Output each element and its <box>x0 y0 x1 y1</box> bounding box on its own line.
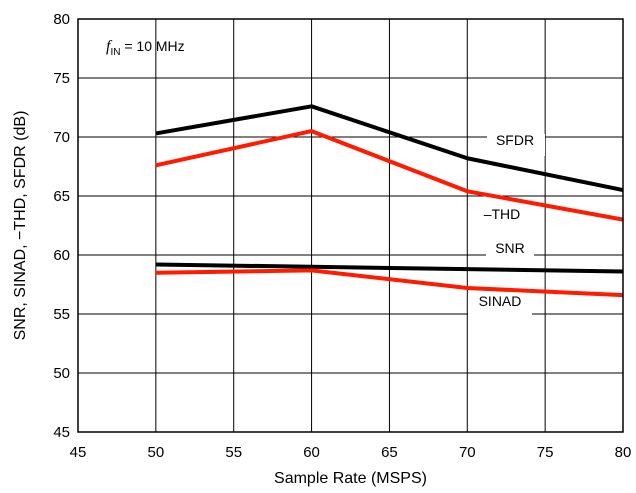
y-tick-label: 45 <box>53 424 70 441</box>
series-label-bg <box>487 134 545 156</box>
fin-symbol: f <box>106 38 113 55</box>
plot-frame <box>77 18 624 433</box>
x-axis-title: Sample Rate (MSPS) <box>274 470 427 487</box>
y-tick-label: 50 <box>53 365 70 382</box>
series-label: –THD <box>484 206 521 222</box>
series-label: SINAD <box>479 293 522 309</box>
series-label-bg <box>474 207 530 229</box>
series-line-snr <box>155 262 624 274</box>
x-tick-label: 55 <box>225 444 242 461</box>
x-tick-label: 50 <box>148 444 165 461</box>
x-tick-labels: 45 50 55 60 65 70 75 80 <box>70 444 632 461</box>
y-tick-label: 80 <box>53 11 70 28</box>
series-label: SFDR <box>496 132 534 148</box>
series-labels: SFDR –THD SNR SINAD <box>468 132 545 317</box>
x-tick-label: 75 <box>537 444 554 461</box>
series-line-thd <box>155 129 624 222</box>
y-tick-label: 55 <box>53 306 70 323</box>
y-tick-labels: 45 50 55 60 65 70 75 80 <box>53 11 70 441</box>
fin-annotation: fIN = 10 MHz <box>106 38 185 58</box>
y-tick-label: 65 <box>53 188 70 205</box>
series-label-bg <box>486 242 534 264</box>
series-label: SNR <box>495 240 525 256</box>
fin-value: = 10 MHz <box>120 38 184 54</box>
series-label-bg <box>468 295 532 317</box>
y-tick-label: 60 <box>53 247 70 264</box>
x-tick-label: 70 <box>459 444 476 461</box>
x-tick-label: 60 <box>303 444 320 461</box>
fin-subscript: IN <box>110 47 120 58</box>
x-tick-label: 65 <box>381 444 398 461</box>
x-tick-label: 80 <box>615 444 632 461</box>
y-axis-title: SNR, SINAD, −THD, SFDR (dB) <box>12 111 29 341</box>
series-line-sfdr <box>155 104 624 193</box>
y-tick-label: 70 <box>53 129 70 146</box>
y-tick-label: 75 <box>53 70 70 87</box>
grid <box>77 18 624 433</box>
series-line-sinad <box>155 268 624 298</box>
series-lines <box>155 104 624 298</box>
x-tick-label: 45 <box>70 444 87 461</box>
